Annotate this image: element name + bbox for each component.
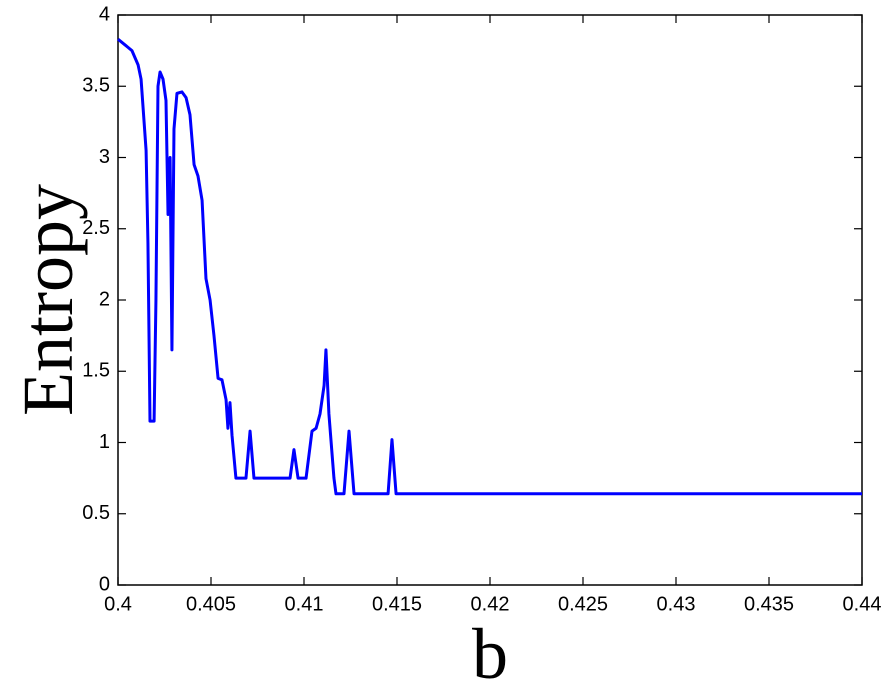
data-line: [117, 38, 862, 496]
y-tick-label: 2.5: [82, 217, 110, 239]
x-tick-label: 0.435: [744, 593, 794, 615]
y-tick-label: 0.5: [82, 502, 110, 524]
x-axis-label: b: [472, 614, 508, 685]
x-tick-label: 0.41: [285, 593, 324, 615]
y-tick-label: 0: [99, 573, 110, 595]
plot-frame: [117, 14, 863, 586]
y-tick-label: 1: [99, 431, 110, 453]
y-axis-label: Entropy: [8, 184, 88, 416]
x-tick-label: 0.42: [471, 593, 510, 615]
y-tick-label: 3: [99, 146, 110, 168]
x-tick-label: 0.415: [372, 593, 422, 615]
y-tick-label: 4: [99, 3, 110, 25]
x-tick-label: 0.4: [104, 593, 132, 615]
x-tick-label: 0.43: [657, 593, 696, 615]
x-tick-label: 0.425: [558, 593, 608, 615]
x-tick-label: 0.405: [186, 593, 236, 615]
x-tick-label: 0.44: [843, 593, 882, 615]
y-tick-label: 3.5: [82, 75, 110, 97]
y-tick-label: 1.5: [82, 360, 110, 382]
y-tick-label: 2: [99, 288, 110, 310]
